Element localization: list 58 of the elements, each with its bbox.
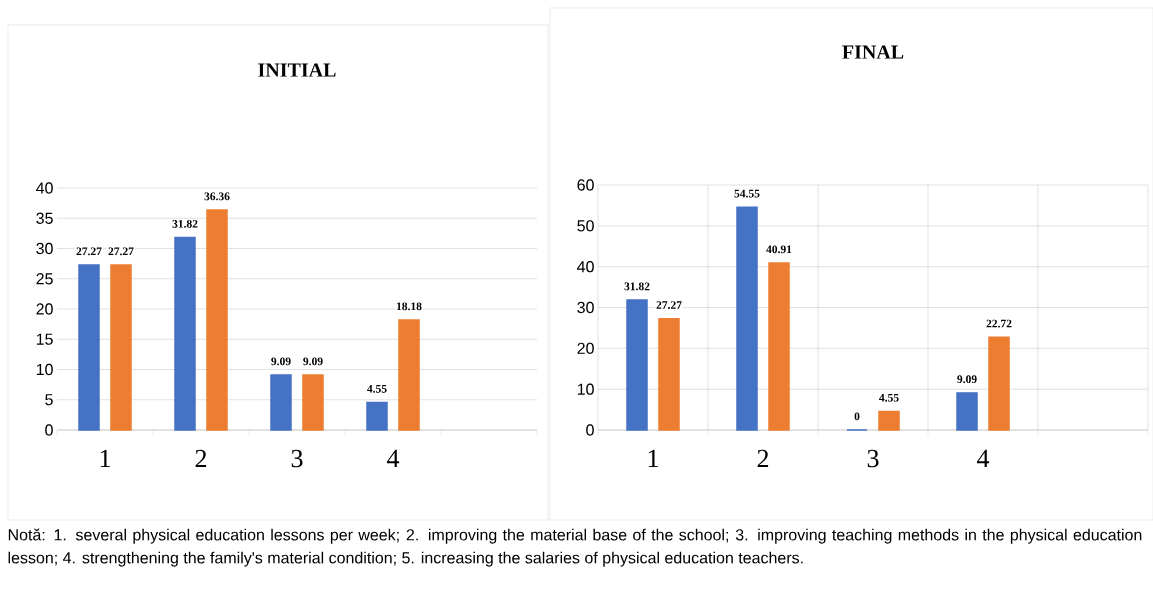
- chart-title: INITIAL: [258, 63, 336, 77]
- data-label: 22.72: [986, 319, 1012, 328]
- y-tick-label: 30: [577, 301, 594, 314]
- y-tick-label: 0: [586, 424, 594, 436]
- data-label: 9.09: [303, 357, 323, 366]
- chart-title: FINAL: [842, 45, 904, 59]
- x-tick-label: 1: [100, 449, 110, 467]
- data-label: 27.27: [108, 247, 134, 256]
- x-tick-label: 4: [387, 449, 400, 467]
- y-tick-label: 10: [36, 363, 53, 376]
- y-tick-label: 60: [577, 179, 594, 191]
- bar: [78, 264, 100, 431]
- y-tick-label: 0: [45, 424, 53, 436]
- bar: [658, 317, 680, 431]
- x-tick-label: 2: [195, 449, 207, 468]
- y-tick-label: 40: [577, 261, 594, 273]
- y-tick-label: 5: [45, 394, 53, 406]
- text: Notă: 1. several physical education lessons per week; 2. improving the material base of the school; 3. improving teaching methods in the physical education lesson; 4. strengthening the family's material condition; 5. increasing the salaries of physical education teachers.: [8, 528, 1142, 567]
- y-tick-label: 10: [577, 383, 594, 395]
- x-tick-label: 2: [757, 449, 769, 468]
- y-tick-label: 25: [36, 273, 53, 285]
- data-label: 18.18: [396, 302, 422, 311]
- bar: [736, 206, 758, 431]
- y-tick-label: 20: [36, 303, 53, 315]
- data-label: 0: [854, 412, 860, 421]
- bar: [988, 336, 1010, 431]
- bar: [626, 299, 648, 431]
- bar: [206, 209, 228, 431]
- data-label: 31.82: [624, 282, 650, 291]
- bar: [270, 374, 292, 431]
- y-tick-label: 35: [36, 212, 53, 224]
- data-label: 31.82: [172, 219, 198, 228]
- x-tick-label: 3: [867, 449, 879, 468]
- data-label: 9.09: [271, 357, 291, 366]
- y-tick-label: 30: [36, 242, 53, 255]
- x-tick-label: 3: [291, 449, 303, 468]
- bar: [174, 236, 196, 431]
- y-tick-label: 15: [36, 333, 53, 345]
- y-tick-label: 20: [577, 342, 594, 354]
- bar: [878, 410, 900, 431]
- data-label: 27.27: [76, 247, 102, 256]
- x-tick-label: 1: [648, 449, 658, 467]
- data-label: 4.55: [879, 393, 899, 402]
- bar: [302, 374, 324, 431]
- bar: [366, 401, 388, 431]
- bar: [956, 392, 978, 431]
- data-label: 9.09: [957, 375, 977, 384]
- data-label: 54.55: [734, 189, 760, 198]
- data-label: 27.27: [656, 301, 682, 309]
- y-tick-label: 50: [577, 220, 594, 232]
- x-tick-label: 4: [977, 449, 990, 467]
- bar: [398, 319, 420, 431]
- bar: [768, 262, 790, 431]
- y-tick-label: 40: [36, 182, 53, 194]
- data-label: 4.55: [367, 385, 387, 393]
- data-label: 36.36: [204, 192, 230, 201]
- data-label: 40.91: [766, 245, 792, 254]
- bar: [110, 264, 132, 431]
